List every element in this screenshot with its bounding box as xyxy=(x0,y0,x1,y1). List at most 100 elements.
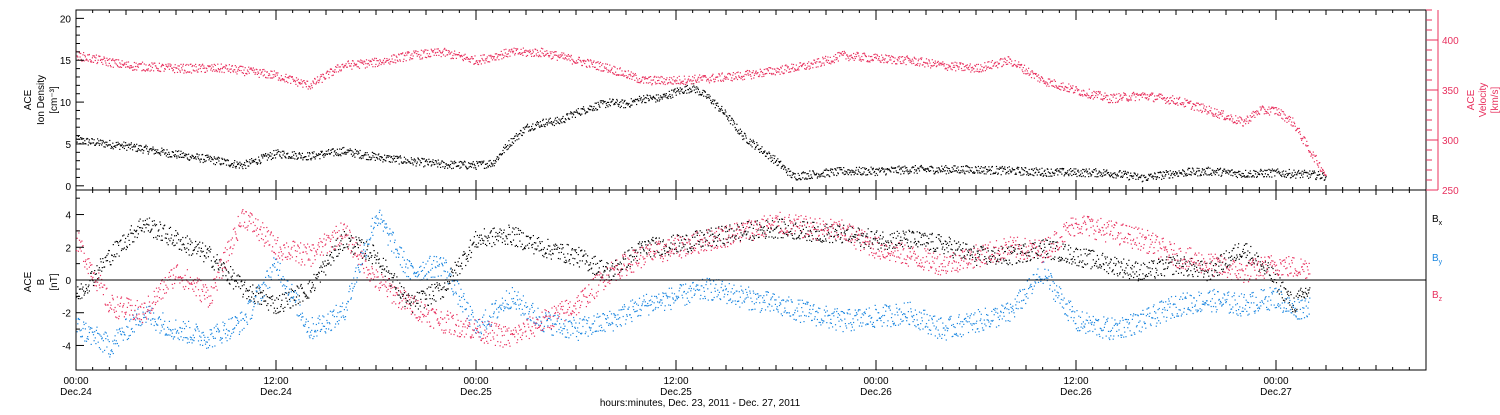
ion-density-point xyxy=(1211,174,1213,176)
velocity-point xyxy=(878,56,880,58)
ion-density-point xyxy=(734,123,736,125)
bx-point xyxy=(185,237,187,239)
velocity-point xyxy=(1211,112,1213,114)
velocity-point xyxy=(234,65,236,67)
velocity-point xyxy=(229,68,231,70)
velocity-point xyxy=(435,51,437,54)
velocity-point xyxy=(790,71,792,73)
velocity-point xyxy=(346,66,348,68)
ion-density-point xyxy=(1021,168,1023,170)
ion-density-point xyxy=(418,159,420,161)
velocity-point xyxy=(1095,93,1097,95)
velocity-point xyxy=(734,73,736,75)
ion-density-point xyxy=(1082,175,1084,177)
bx-point xyxy=(207,256,209,258)
ion-density-point xyxy=(639,97,641,100)
ion-density-point xyxy=(1217,169,1219,171)
ion-density-point xyxy=(679,87,681,89)
velocity-point xyxy=(1243,121,1245,123)
velocity-point xyxy=(433,50,435,52)
velocity-point xyxy=(587,59,589,61)
bx-point xyxy=(118,255,120,257)
velocity-point xyxy=(682,80,684,82)
ion-density-point xyxy=(178,156,180,158)
velocity-point xyxy=(582,59,584,62)
ion-density-point xyxy=(1103,174,1105,176)
ion-density-point xyxy=(451,168,453,170)
velocity-point xyxy=(489,55,491,57)
velocity-point xyxy=(419,56,421,58)
ion-density-point xyxy=(1182,170,1184,172)
ion-density-point xyxy=(1214,170,1216,172)
ion-density-point xyxy=(347,149,349,151)
bx-point xyxy=(357,247,359,249)
bx-point xyxy=(144,219,146,222)
ion-density-point xyxy=(1199,175,1201,177)
ion-density-point xyxy=(489,159,491,162)
ion-density-point xyxy=(1089,172,1091,174)
ion-density-point xyxy=(526,125,528,127)
ion-density-point xyxy=(558,118,560,120)
ion-density-point xyxy=(204,155,207,157)
bx-point xyxy=(464,252,466,254)
ion-density-point xyxy=(553,124,555,127)
velocity-point xyxy=(280,75,282,77)
ion-density-point xyxy=(273,150,275,152)
velocity-point xyxy=(1169,97,1171,99)
ion-density-point xyxy=(939,171,942,173)
bx-point xyxy=(346,243,348,245)
velocity-point xyxy=(1126,98,1128,100)
velocity-point xyxy=(342,63,344,65)
bx-point xyxy=(329,254,331,256)
ion-density-point xyxy=(349,150,351,152)
velocity-point xyxy=(370,60,372,62)
velocity-point xyxy=(1274,107,1276,109)
velocity-point xyxy=(430,55,432,57)
velocity-point xyxy=(362,61,364,63)
velocity-point xyxy=(1054,80,1056,82)
velocity-point xyxy=(1228,115,1230,117)
velocity-point xyxy=(270,77,272,79)
ion-density-point xyxy=(1187,167,1189,169)
bx-point xyxy=(459,273,461,275)
ion-density-point xyxy=(751,146,753,148)
ion-density-point xyxy=(1284,176,1286,178)
ion-density-point xyxy=(250,162,252,164)
velocity-point xyxy=(140,63,142,65)
bx-point xyxy=(162,228,165,230)
ion-density-point xyxy=(344,153,346,155)
ion-density-point xyxy=(1000,174,1002,176)
ion-density-point xyxy=(430,165,432,167)
velocity-point xyxy=(1260,108,1262,110)
velocity-point xyxy=(1324,173,1326,176)
ion-density-point xyxy=(758,149,760,151)
ion-density-point xyxy=(571,113,573,115)
ion-density-point xyxy=(976,169,978,171)
velocity-point xyxy=(381,62,383,64)
velocity-point xyxy=(232,70,234,72)
velocity-point xyxy=(132,69,134,71)
ion-density-point xyxy=(496,158,498,160)
bx-point xyxy=(389,272,391,275)
velocity-point xyxy=(314,78,316,80)
bx-point xyxy=(203,261,205,263)
ion-density-point xyxy=(742,135,744,137)
velocity-point xyxy=(669,76,671,79)
ion-density-point xyxy=(416,163,418,165)
bx-point xyxy=(328,263,330,265)
bx-point xyxy=(326,254,328,256)
velocity-point xyxy=(294,81,296,83)
ion-density-point xyxy=(567,117,569,119)
ion-density-point xyxy=(606,104,608,106)
velocity-point xyxy=(294,79,296,82)
velocity-point xyxy=(244,67,246,69)
velocity-point xyxy=(668,82,670,84)
bx-point xyxy=(365,241,368,243)
ion-density-point xyxy=(974,166,977,168)
velocity-point xyxy=(169,65,172,67)
velocity-point xyxy=(411,53,413,55)
ion-density-point xyxy=(535,124,537,127)
velocity-point xyxy=(1067,91,1069,93)
velocity-point xyxy=(1247,116,1249,118)
bx-point xyxy=(208,250,210,252)
